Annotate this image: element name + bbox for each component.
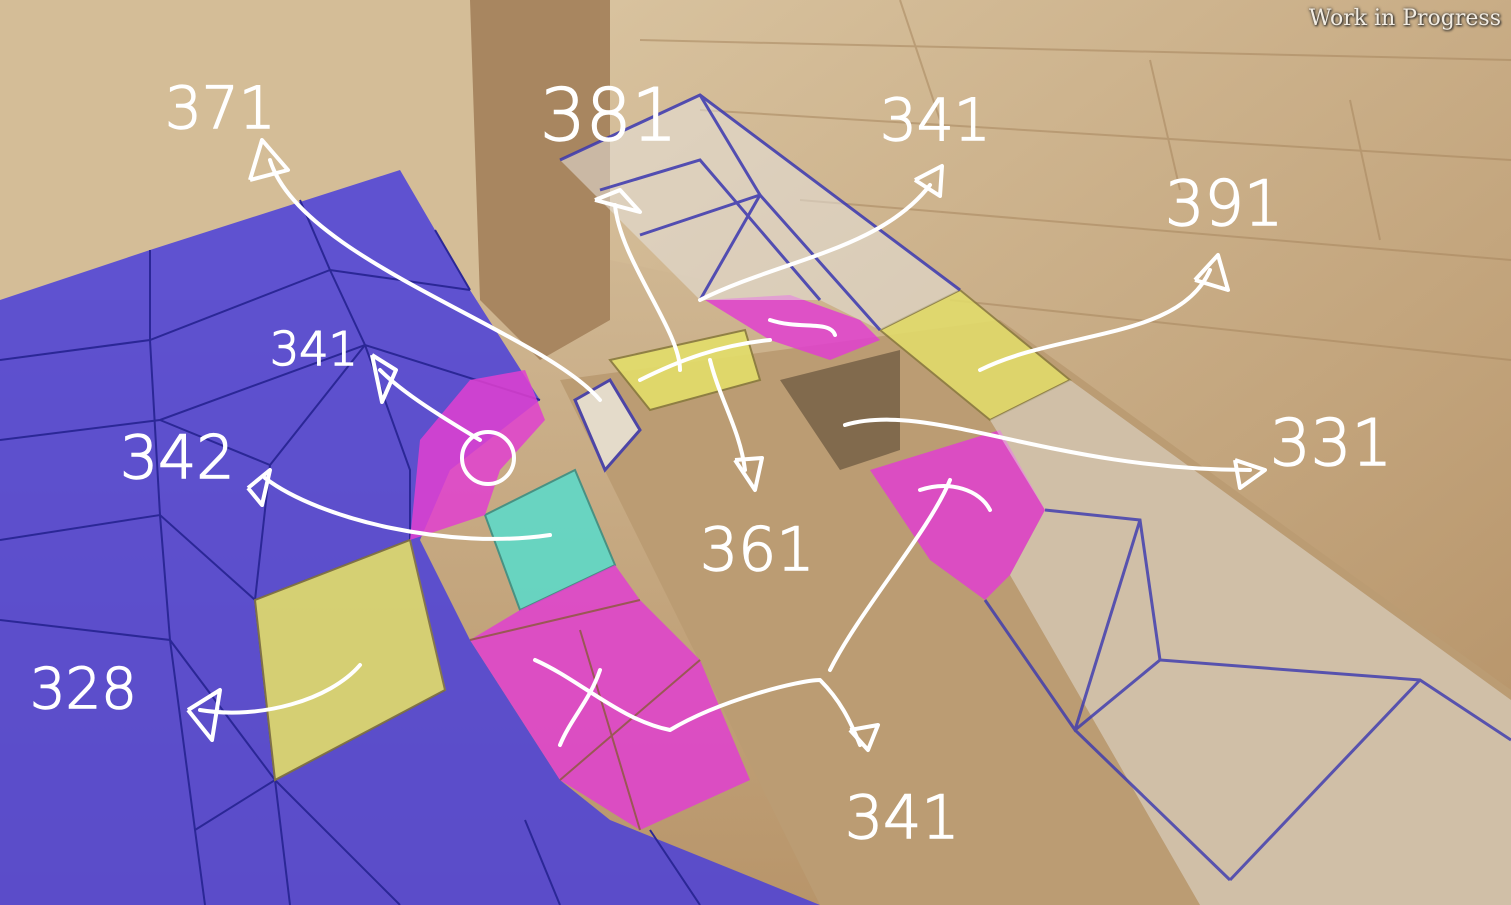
annotation-labels: 371 381 341 391 341 342 331 361 328 341	[29, 72, 1393, 854]
magenta-region-left	[410, 370, 750, 831]
label-341-bottom: 341	[845, 783, 960, 853]
work-in-progress-watermark: Work in Progress	[1308, 6, 1501, 31]
label-331: 331	[1270, 407, 1392, 481]
label-391: 391	[1165, 167, 1283, 240]
label-328: 328	[30, 657, 137, 722]
annotation-arrows	[186, 138, 1267, 752]
label-381: 381	[540, 73, 677, 157]
label-342: 342	[120, 423, 235, 493]
label-361: 361	[700, 515, 815, 585]
yellow-region-328	[253, 538, 447, 782]
magenta-region-right	[870, 430, 1045, 600]
magenta-region-top	[705, 295, 880, 360]
label-341-top: 341	[880, 86, 991, 154]
white-walkway-top	[559, 93, 961, 331]
label-341-left: 341	[270, 322, 358, 376]
white-region-381	[573, 377, 642, 473]
label-371: 371	[165, 74, 276, 142]
white-walkway-right	[983, 380, 1511, 905]
